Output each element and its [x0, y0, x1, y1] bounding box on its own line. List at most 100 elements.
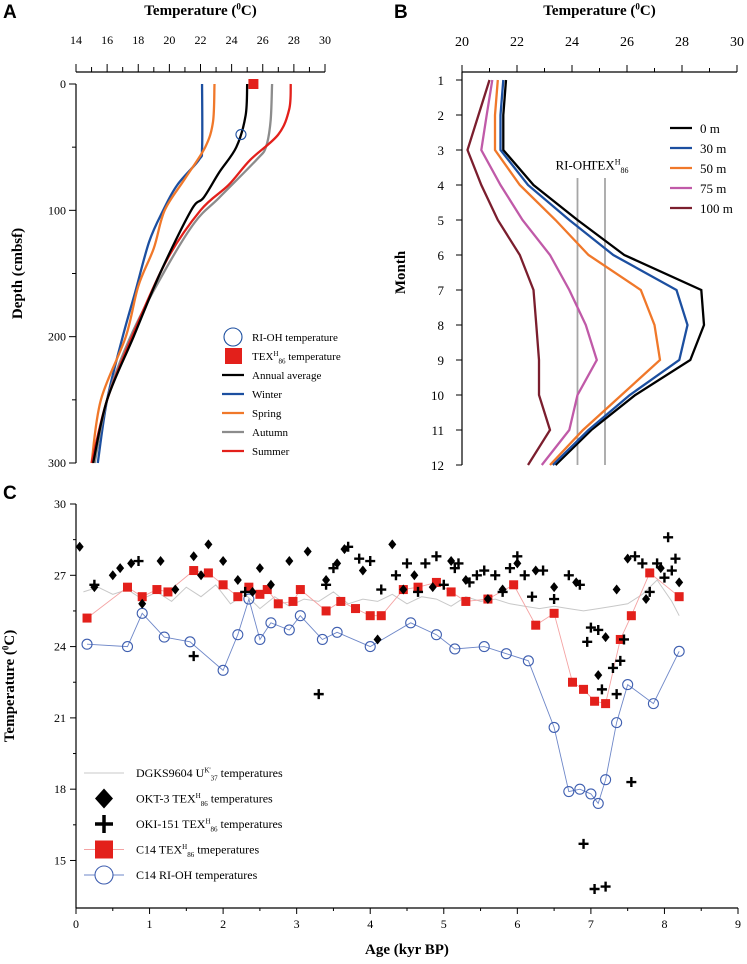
x-tick-label: 3: [294, 917, 300, 931]
okt3-point: [399, 584, 408, 595]
panel-label-b: B: [394, 2, 408, 23]
marker-square: [248, 79, 259, 89]
marker-open-circle: [235, 128, 247, 141]
c14-ri-oh-point: [600, 774, 612, 786]
y-tick-label: 21: [54, 711, 66, 725]
legend-label: C14 TEXH86 tmeperatures: [136, 843, 259, 860]
c14-ri-oh-point: [522, 655, 534, 667]
c14-ri-oh-point: [232, 629, 244, 641]
c14-ri-oh-point: [254, 633, 266, 646]
annotation-tex: TEXH86: [589, 157, 628, 175]
x-tick-label: 22: [510, 35, 524, 50]
okt3-point: [388, 539, 397, 550]
legend-label: RI-OH temperature: [252, 332, 338, 344]
oki151-point: [589, 883, 600, 894]
oki151-point: [343, 541, 354, 552]
okt3-point: [75, 541, 84, 552]
uk37-line: [83, 579, 680, 616]
c14-ri-oh-point: [574, 783, 586, 795]
y-axis-title: Temperature (0C): [0, 630, 18, 742]
c14-tex-point: [509, 580, 519, 590]
y-axis-title: Depth (cmbsf): [10, 228, 26, 319]
y-tick-label: 0: [60, 77, 66, 91]
oki151-point: [596, 684, 607, 695]
c14-ri-oh-point: [585, 788, 597, 800]
x-axis-title: Temperature (0C): [543, 1, 655, 19]
legend-symbol: [94, 865, 114, 885]
y-axis-title: Month: [393, 250, 409, 294]
panel-label-c: C: [3, 483, 17, 504]
x-tick-label: 8: [661, 917, 667, 931]
oki151-point: [328, 563, 339, 574]
legend-label: 100 m: [700, 201, 733, 216]
legend-label: 50 m: [700, 161, 726, 176]
c14-ri-oh-point: [622, 679, 634, 691]
c14-tex-point: [431, 577, 441, 587]
c14-tex-point: [579, 684, 589, 694]
x-tick-label: 26: [257, 33, 269, 47]
y-tick-label: 18: [54, 782, 66, 796]
y-tick-label: 2: [438, 108, 445, 123]
x-axis-title: Age (kyr BP): [365, 942, 449, 958]
oki151-point: [188, 651, 199, 662]
okt3-point: [642, 594, 651, 605]
c14-tex-point: [626, 611, 636, 621]
legend-label: OKI-151 TEXH86 temperatures: [136, 817, 283, 834]
y-tick-label: 11: [431, 423, 444, 438]
series-line-75-m: [480, 79, 599, 466]
legend-label: Spring: [252, 408, 282, 420]
y-tick-label: 27: [54, 568, 66, 582]
c14-tex-point: [590, 696, 600, 706]
panel-c: 0 1 2 3 4 5 6 7 8 9 15 18 21 24 27 30 Age (kyr BP) Temper…: [0, 497, 741, 958]
oki151-point: [504, 563, 515, 574]
x-tick-label: 18: [132, 33, 144, 47]
legend-label: 0 m: [700, 121, 720, 136]
oki151-point: [663, 532, 674, 543]
c14-tex-point: [163, 587, 173, 597]
y-tick-label: 30: [54, 497, 66, 511]
oki151-point: [637, 558, 648, 569]
okt3-point: [255, 563, 264, 574]
c14-tex-point: [189, 566, 199, 576]
oki151-point: [240, 586, 251, 597]
oki151-point: [354, 553, 365, 564]
c14-tex-point: [203, 568, 213, 578]
oki151-point: [431, 551, 442, 562]
c14-tex-point: [122, 582, 132, 592]
okt3-point: [428, 582, 437, 593]
y-tick-label: 10: [431, 388, 444, 403]
oki151-point: [585, 622, 596, 633]
oki151-point: [133, 556, 144, 567]
c14-tex-point: [152, 585, 162, 595]
series-line-summer: [90, 83, 292, 464]
y-tick-label: 15: [54, 853, 66, 867]
c14-tex-point: [336, 596, 346, 606]
okt3-point: [623, 553, 632, 564]
okt3-point: [594, 670, 603, 681]
y-tick-label: 200: [48, 330, 66, 344]
oki151-point: [376, 584, 387, 595]
okt3-point: [656, 563, 665, 574]
okt3-point: [285, 556, 294, 567]
y-tick-label: 4: [438, 178, 445, 193]
c14-ri-oh-point: [283, 624, 295, 636]
oki151-point: [582, 636, 593, 647]
legend-label: DGKS9604 UK'37 temperatures: [136, 766, 283, 783]
legend-symbol: [95, 815, 113, 833]
x-tick-label: 14: [70, 33, 82, 47]
c14-ri-oh-point: [592, 797, 604, 809]
okt3-point: [550, 582, 559, 593]
c14-ri-oh-point: [217, 664, 229, 676]
okt3-point: [303, 546, 312, 557]
okt3-point: [219, 556, 228, 567]
c14-ri-oh-point: [294, 610, 306, 622]
x-tick-label: 30: [730, 35, 744, 50]
c14-tex-point: [273, 599, 283, 609]
okt3-point: [248, 586, 257, 597]
x-tick-label: 24: [565, 35, 579, 50]
c14-ri-oh-point: [611, 717, 623, 729]
c14-ri-oh-point: [316, 633, 328, 646]
legend-label: Annual average: [252, 370, 321, 382]
x-tick-label: 5: [441, 917, 447, 931]
oki151-point: [479, 565, 490, 576]
